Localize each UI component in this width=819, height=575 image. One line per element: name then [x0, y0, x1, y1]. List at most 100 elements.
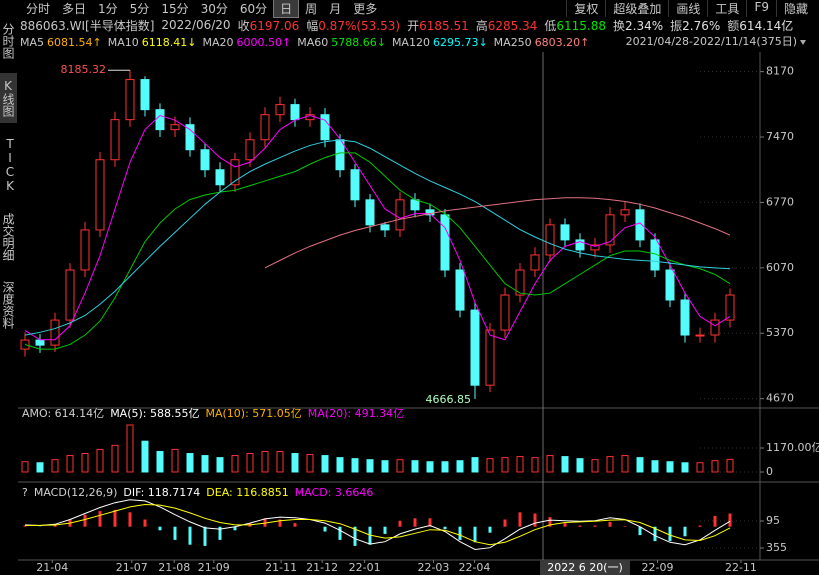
volume-bar [246, 453, 254, 473]
period-tab[interactable]: 周 [305, 2, 318, 16]
macd-bar [383, 526, 387, 534]
candle-body [80, 229, 90, 271]
ma-bar: MA5 6081.54↑ MA10 6118.41↓ MA20 6000.50↑ MA60 5… [20, 34, 589, 50]
period-tab[interactable]: 30分 [200, 2, 228, 16]
candle-body [590, 244, 600, 251]
volume-bar [516, 456, 524, 473]
candle-body [35, 339, 45, 346]
candle-body [95, 159, 105, 231]
quote-field: 振2.76% [670, 17, 720, 34]
tool-button[interactable]: 超级叠加 [605, 0, 668, 17]
tool-button[interactable]: 画线 [668, 0, 707, 17]
side-tab[interactable]: 深度资料 [1, 281, 15, 329]
candle-body [575, 239, 585, 251]
candle-body [380, 224, 390, 231]
volume-bar [51, 459, 59, 473]
side-tab[interactable]: TICK [3, 137, 17, 193]
quote-field: 低6115.88 [544, 17, 606, 34]
period-tab[interactable]: 5分 [129, 2, 150, 16]
macd-bar [473, 526, 477, 543]
y-tick-label: 95 [766, 514, 780, 527]
code: 886063.WI[半导体指数] [20, 18, 155, 33]
panel-title: ? MACD(12,26,9) DIF: 118.7174 DEA: 116.8851… [22, 486, 373, 499]
candle-body [635, 209, 645, 241]
quote-label: 额 [727, 18, 740, 33]
macd-bar [578, 525, 582, 527]
side-tab[interactable]: K线图 [0, 73, 17, 123]
candle-body [245, 139, 255, 161]
quote-value: 614.14亿 [739, 18, 794, 33]
quote-field: 开6185.51 [407, 17, 469, 34]
macd-bar [608, 521, 612, 527]
tool-button[interactable]: F9 [746, 0, 776, 17]
line [24, 114, 731, 341]
x-tick-label: 22-03 [417, 561, 449, 574]
ma-item: MA60 5788.66↓ [297, 36, 386, 49]
ma-label: MA250 [493, 35, 532, 49]
candle-body [470, 309, 480, 386]
volume-bar [486, 458, 494, 473]
x-tick-label: 21-12 [306, 561, 338, 574]
y-tick-label: 8170 [766, 65, 794, 78]
quote-label: 开 [407, 18, 420, 33]
period-tab[interactable]: 月 [329, 2, 342, 16]
macd-bar [353, 526, 357, 546]
volume-bar [381, 460, 389, 473]
ma-value: 5788.66↓ [331, 35, 386, 49]
candle-body [320, 114, 330, 141]
candle-body [230, 159, 240, 186]
candle-body [350, 169, 360, 201]
macd-bar [698, 525, 702, 527]
period-tab[interactable]: 1分 [98, 2, 118, 16]
dropdown-icon[interactable] [800, 40, 806, 45]
quote-field: 换2.34% [613, 17, 663, 34]
ma-value: 6295.73↓ [432, 35, 488, 49]
y-tick-label: 5370 [766, 326, 794, 339]
ma-label: MA10 [107, 35, 139, 49]
quote-label: 低 [544, 18, 557, 33]
volume-bar [576, 458, 584, 473]
side-tab[interactable]: 分时图 [1, 23, 15, 59]
volume-bar [66, 455, 74, 473]
y-tick-label: 0 [766, 465, 773, 478]
period-tab[interactable]: 15分 [161, 2, 189, 16]
quote-label: 高 [475, 18, 488, 33]
y-tick-label: 355 [766, 541, 787, 554]
side-tabs: 分时图 K线图 TICK 成交明细深度资料 [0, 17, 17, 343]
tool-button[interactable]: 工具 [707, 0, 746, 17]
line [24, 152, 731, 350]
period-tab[interactable]: 60分 [239, 2, 268, 16]
period-tab[interactable]: 多日 [62, 2, 87, 16]
volume-bar [726, 458, 734, 473]
title-part: MACD(12,26,9) [34, 486, 118, 499]
volume-bar [156, 450, 164, 473]
ma-label: MA60 [297, 35, 329, 49]
panel-title: AMO: 614.14亿 MA(5): 588.55亿 MA(10): 571.05… [22, 407, 404, 420]
period-tab[interactable]: 日 [273, 0, 300, 18]
volume-bar [396, 459, 404, 473]
candle-body [620, 209, 630, 216]
macd-bar [443, 526, 447, 530]
cursor-box [540, 560, 630, 575]
cursor-label: 2022 6 20(一) [547, 561, 623, 574]
annotation: 8185.32 [61, 63, 107, 76]
title-part: AMO: 614.14亿 [22, 407, 104, 420]
volume-bar [21, 461, 29, 473]
volume-bar [261, 450, 269, 473]
candle-body [290, 104, 300, 121]
volume-bar [306, 454, 314, 473]
candle-body [140, 79, 150, 111]
candle-body [215, 169, 225, 186]
tool-button[interactable]: 隐藏 [775, 0, 815, 17]
tool-button[interactable]: 复权 [566, 0, 605, 17]
candle-body [260, 114, 270, 141]
period-tab[interactable]: 更多 [353, 2, 378, 16]
side-tab[interactable]: 成交明细 [1, 213, 15, 261]
x-tick-label: 22-09 [642, 561, 674, 574]
period-tab[interactable]: 分时 [26, 2, 51, 16]
line [24, 139, 731, 336]
volume-bar [591, 459, 599, 473]
x-tick-label: 21-04 [36, 561, 68, 574]
line [24, 503, 731, 546]
title-part: MA(20): 491.34亿 [308, 407, 404, 420]
